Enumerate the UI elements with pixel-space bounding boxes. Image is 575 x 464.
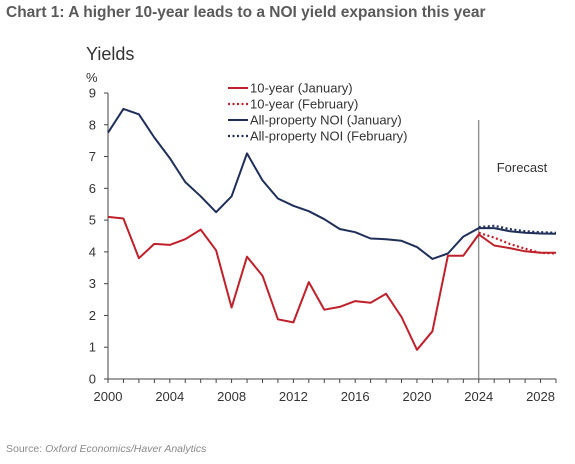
forecast-label: Forecast <box>497 160 548 175</box>
series-lines <box>107 107 557 351</box>
series-line-2 <box>478 231 557 255</box>
series-line-3 <box>107 107 557 260</box>
x-tick-label: 2016 <box>341 389 370 404</box>
series-line-4 <box>478 224 557 234</box>
x-tick-label: 2004 <box>155 389 184 404</box>
source-prefix: Source: <box>6 443 46 455</box>
x-tick-label: 2000 <box>94 389 123 404</box>
y-tick-label: 4 <box>89 244 96 259</box>
x-tick-label: 2024 <box>464 389 493 404</box>
y-tick-label: 2 <box>89 308 96 323</box>
y-tick-label: 1 <box>89 340 96 355</box>
y-axis-unit: % <box>86 70 98 85</box>
y-tick-label: 5 <box>89 213 96 228</box>
legend-label-1: 10-year (January) <box>250 81 353 96</box>
axes: 0 1 2 3 4 5 6 7 8 9 2000 2004 2008 2012 2016 2020 2024 20… <box>89 86 557 404</box>
x-tick-label: 2008 <box>217 389 246 404</box>
legend-label-2: 10-year (February) <box>250 97 358 112</box>
legend: 10-year (January)10-year (February)All-p… <box>228 81 407 144</box>
y-tick-label: 3 <box>89 276 96 291</box>
legend-label-4: All-property NOI (February) <box>250 129 407 144</box>
x-tick-label: 2012 <box>279 389 308 404</box>
x-tick-label: 2020 <box>403 389 432 404</box>
source-note: Source: Oxford Economics/Haver Analytics <box>6 443 206 455</box>
series-line-1 <box>107 215 556 351</box>
y-tick-label: 9 <box>89 86 96 101</box>
chart-subtitle: Yields <box>86 44 135 64</box>
y-tick-label: 0 <box>89 372 96 387</box>
source-text: Oxford Economics/Haver Analytics <box>45 443 207 455</box>
legend-label-3: All-property NOI (January) <box>250 113 402 128</box>
x-tick-label: 2028 <box>526 389 555 404</box>
y-tick-label: 6 <box>89 181 96 196</box>
y-tick-label: 8 <box>89 117 96 132</box>
y-tick-label: 7 <box>89 149 96 164</box>
chart-title: Chart 1: A higher 10-year leads to a NOI… <box>6 4 486 21</box>
